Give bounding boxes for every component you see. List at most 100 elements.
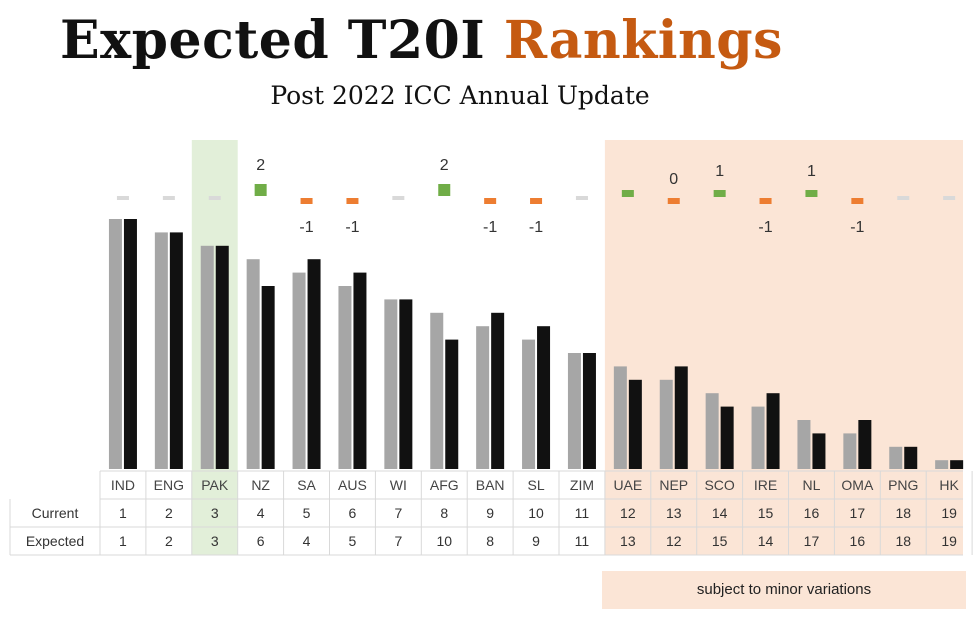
bar-current-afg xyxy=(430,312,444,469)
tick-label-ban: BAN xyxy=(476,477,505,493)
variation-note: subject to minor variations xyxy=(602,571,966,609)
title-area: Expected T20I Rankings xyxy=(0,6,975,76)
tick-label-ind: IND xyxy=(111,477,135,493)
change-marker-wi xyxy=(392,196,405,200)
bar-expected-sl xyxy=(537,326,551,469)
cell-expected-zim: 11 xyxy=(575,533,590,549)
bar-current-hk xyxy=(935,460,949,469)
chart-subtitle: Post 2022 ICC Annual Update xyxy=(270,81,650,110)
tick-label-wi: WI xyxy=(390,477,407,493)
cell-expected-hk: 19 xyxy=(941,533,957,549)
change-label-sl: -1 xyxy=(529,219,543,236)
bar-expected-sco xyxy=(720,406,734,469)
cell-expected-wi: 7 xyxy=(394,533,402,549)
cell-current-ind: 1 xyxy=(119,505,127,521)
bar-expected-nep xyxy=(674,366,688,469)
bar-current-sa xyxy=(292,272,306,469)
change-marker-sco xyxy=(713,190,726,197)
change-label-aus: -1 xyxy=(345,219,359,236)
tick-label-pak: PAK xyxy=(201,477,229,493)
row-label-current: Current xyxy=(32,505,79,521)
title-part-1: Expected T20I xyxy=(60,10,486,71)
title-part-2: Rankings xyxy=(503,10,783,71)
change-marker-sl xyxy=(530,198,543,204)
bar-current-zim xyxy=(567,353,581,469)
tick-label-afg: AFG xyxy=(430,477,459,493)
change-marker-nl xyxy=(805,190,818,197)
change-marker-nz xyxy=(254,184,267,196)
change-marker-ind xyxy=(116,196,129,200)
change-marker-nep xyxy=(667,198,680,204)
cell-current-sl: 10 xyxy=(528,505,544,521)
change-label-sco: 1 xyxy=(715,163,724,180)
bar-expected-nz xyxy=(261,286,275,469)
change-marker-hk xyxy=(943,196,956,200)
cell-expected-eng: 2 xyxy=(165,533,173,549)
tick-label-nz: NZ xyxy=(251,477,270,493)
bar-current-png xyxy=(889,446,903,469)
change-marker-uae xyxy=(621,190,634,197)
cell-expected-sco: 15 xyxy=(712,533,728,549)
bar-current-sl xyxy=(522,339,536,469)
cell-current-oma: 17 xyxy=(850,505,866,521)
row-label-expected: Expected xyxy=(26,533,84,549)
cell-expected-nl: 17 xyxy=(804,533,820,549)
bar-expected-oma xyxy=(858,420,872,469)
change-label-nl: 1 xyxy=(807,163,816,180)
bar-expected-wi xyxy=(399,299,413,469)
bar-expected-hk xyxy=(950,460,964,469)
bar-current-nl xyxy=(797,420,811,469)
cell-expected-nz: 6 xyxy=(257,533,265,549)
cell-expected-png: 18 xyxy=(895,533,911,549)
tick-label-eng: ENG xyxy=(154,477,184,493)
bar-expected-uae xyxy=(628,379,642,469)
cell-current-hk: 19 xyxy=(941,505,957,521)
bar-current-eng xyxy=(154,232,168,469)
bar-expected-sa xyxy=(307,259,321,469)
bar-expected-pak xyxy=(215,245,229,469)
change-marker-zim xyxy=(575,196,588,200)
cell-current-ire: 15 xyxy=(758,505,774,521)
bar-current-aus xyxy=(338,286,352,469)
cell-current-nz: 4 xyxy=(257,505,265,521)
tick-label-sa: SA xyxy=(297,477,316,493)
cell-expected-oma: 16 xyxy=(850,533,866,549)
cell-current-nep: 13 xyxy=(666,505,682,521)
bar-current-ind xyxy=(108,219,122,469)
cell-current-wi: 7 xyxy=(394,505,402,521)
tick-label-oma: OMA xyxy=(841,477,874,493)
bar-current-ban xyxy=(476,326,490,469)
cell-current-pak: 3 xyxy=(211,505,219,521)
change-marker-ban xyxy=(484,198,497,204)
tick-label-aus: AUS xyxy=(338,477,367,493)
bar-expected-afg xyxy=(445,339,459,469)
cell-current-sa: 5 xyxy=(303,505,311,521)
cell-current-sco: 14 xyxy=(712,505,728,521)
cell-current-nl: 16 xyxy=(804,505,820,521)
cell-current-ban: 9 xyxy=(486,505,494,521)
change-label-afg: 2 xyxy=(440,157,449,174)
tick-label-uae: UAE xyxy=(613,477,642,493)
change-label-sa: -1 xyxy=(299,219,313,236)
change-marker-pak xyxy=(208,196,221,200)
change-label-oma: -1 xyxy=(850,219,864,236)
bar-current-wi xyxy=(384,299,398,469)
change-marker-png xyxy=(897,196,910,200)
cell-expected-ire: 14 xyxy=(758,533,774,549)
cell-expected-ind: 1 xyxy=(119,533,127,549)
bar-expected-zim xyxy=(582,353,596,469)
cell-current-zim: 11 xyxy=(575,505,590,521)
cell-current-afg: 8 xyxy=(440,505,448,521)
cell-expected-aus: 5 xyxy=(349,533,357,549)
chart-title: Expected T20I Rankings xyxy=(60,6,783,76)
change-marker-eng xyxy=(162,196,175,200)
change-label-ban: -1 xyxy=(483,219,497,236)
bar-expected-ind xyxy=(123,219,137,469)
cell-expected-sa: 4 xyxy=(303,533,311,549)
tick-label-ire: IRE xyxy=(754,477,777,493)
cell-expected-sl: 9 xyxy=(532,533,540,549)
cell-expected-afg: 10 xyxy=(436,533,452,549)
bar-expected-ire xyxy=(766,393,780,469)
tick-label-nl: NL xyxy=(802,477,820,493)
change-marker-sa xyxy=(300,198,313,204)
